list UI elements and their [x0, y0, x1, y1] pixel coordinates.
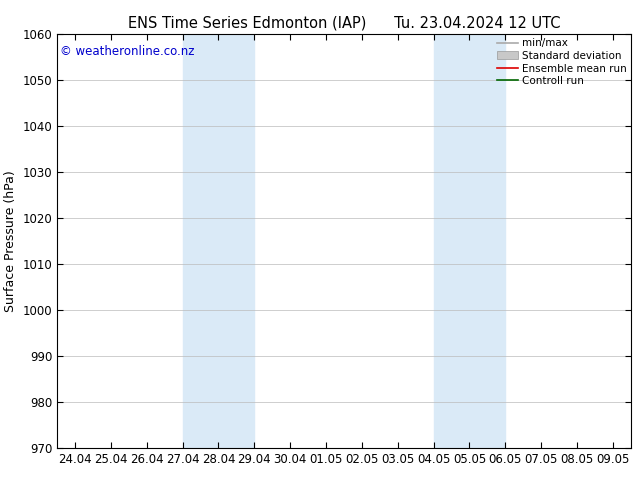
Y-axis label: Surface Pressure (hPa): Surface Pressure (hPa) — [4, 171, 17, 312]
Bar — [183, 34, 254, 448]
Legend: min/max, Standard deviation, Ensemble mean run, Controll run: min/max, Standard deviation, Ensemble me… — [495, 36, 629, 88]
Title: ENS Time Series Edmonton (IAP)      Tu. 23.04.2024 12 UTC: ENS Time Series Edmonton (IAP) Tu. 23.04… — [127, 15, 560, 30]
Text: © weatheronline.co.nz: © weatheronline.co.nz — [60, 45, 195, 58]
Bar — [434, 34, 505, 448]
